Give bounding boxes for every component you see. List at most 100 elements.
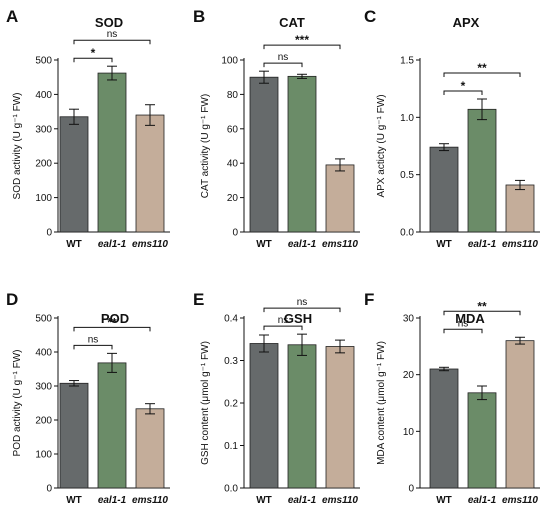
y-axis-label: APX acticty (U g⁻¹ FW) (376, 94, 387, 197)
x-tick-label: eal1-1 (468, 239, 497, 250)
significance-bracket (263, 307, 341, 313)
x-tick-label: WT (256, 495, 272, 506)
significance-label: ns (107, 29, 118, 40)
x-tick-label: WT (66, 239, 82, 250)
y-tick-label: 40 (227, 159, 239, 170)
significance-label: ** (477, 61, 487, 75)
bar-eal1-1 (97, 72, 127, 233)
bar-eal1-1 (287, 75, 317, 233)
significance-label: ns (297, 297, 308, 308)
chart-panel-e: E GSH GSH content (μmol g⁻¹ FW) 0.0 0.1 0.2 0.… (193, 290, 360, 506)
bar-ems110 (325, 346, 355, 489)
chart-title: MDA (455, 311, 485, 326)
significance-bracket (263, 44, 341, 50)
y-tick-label: 0.3 (224, 356, 238, 367)
y-tick-label: 0.4 (224, 314, 238, 325)
significance-bracket (73, 326, 151, 332)
significance-label: ** (107, 315, 117, 329)
y-tick-label: 100 (35, 450, 52, 461)
bar-ems110 (505, 340, 535, 489)
significance-bracket (263, 62, 303, 68)
y-tick-label: 0.2 (224, 399, 238, 410)
x-tick-label: ems110 (132, 495, 168, 506)
y-tick-label: 100 (35, 193, 52, 204)
significance-label: * (91, 46, 96, 60)
y-tick-label: 0.0 (400, 228, 414, 239)
chart-title: POD (101, 311, 129, 326)
y-tick-label: 10 (403, 427, 415, 438)
significance-bracket (443, 310, 521, 316)
y-tick-label: 300 (35, 124, 52, 135)
significance-label: ns (88, 334, 99, 345)
chart-panel-c: C APX APX acticty (U g⁻¹ FW) 0.0 0.5 1.0 1.5 WT… (364, 7, 540, 250)
y-axis-label: MDA content (μmol g⁻¹ FW) (376, 341, 387, 465)
x-tick-label: ems110 (322, 495, 358, 506)
bar-ems110 (135, 114, 165, 233)
bar-WT (249, 343, 279, 489)
significance-bracket (73, 39, 151, 45)
significance-bracket (443, 328, 483, 334)
bar-eal1-1 (97, 362, 127, 489)
bar-eal1-1 (287, 344, 317, 489)
y-tick-label: 80 (227, 90, 239, 101)
bar-eal1-1 (467, 392, 497, 489)
x-tick-label: ems110 (322, 239, 358, 250)
panel-letter: C (364, 7, 376, 26)
y-tick-label: 0 (408, 484, 414, 495)
significance-bracket (443, 72, 521, 77)
panel-letter: B (193, 7, 205, 26)
x-tick-label: eal1-1 (468, 495, 497, 506)
y-tick-label: 0 (232, 228, 238, 239)
y-tick-label: 400 (35, 90, 52, 101)
x-tick-label: eal1-1 (98, 239, 127, 250)
bar-WT (429, 368, 459, 489)
y-tick-label: 0 (46, 228, 52, 239)
significance-bracket (443, 90, 483, 95)
y-axis-label: CAT activity (U g⁻¹ FW) (200, 94, 211, 198)
chart-panel-d: D POD POD activity (U g⁻¹ FW) 0 100 200 300 400… (6, 290, 170, 506)
x-tick-label: WT (436, 495, 452, 506)
x-tick-label: WT (436, 239, 452, 250)
bar-WT (59, 382, 89, 489)
y-tick-label: 200 (35, 416, 52, 427)
chart-title: GSH (284, 311, 312, 326)
bar-ems110 (325, 164, 355, 233)
y-tick-label: 100 (221, 56, 238, 67)
panel-letter: E (193, 290, 204, 309)
y-tick-label: 0.0 (224, 484, 238, 495)
y-tick-label: 0.5 (400, 170, 414, 181)
x-tick-label: ems110 (502, 239, 538, 250)
chart-title: APX (453, 15, 480, 30)
y-tick-label: 300 (35, 382, 52, 393)
significance-label: ns (458, 318, 469, 329)
bar-WT (249, 76, 279, 233)
x-tick-label: ems110 (132, 239, 168, 250)
significance-bracket (73, 57, 113, 63)
x-tick-label: eal1-1 (288, 239, 317, 250)
y-axis-label: SOD activity (U g⁻¹ FW) (12, 93, 23, 200)
chart-title: SOD (95, 15, 123, 30)
significance-bracket (73, 344, 113, 350)
bar-ems110 (505, 184, 535, 233)
y-axis-label: GSH content (μmol g⁻¹ FW) (200, 341, 211, 465)
chart-title: CAT (279, 15, 305, 30)
x-tick-label: WT (256, 239, 272, 250)
chart-panel-f: F MDA MDA content (μmol g⁻¹ FW) 0 10 20 30 WT ea… (364, 290, 540, 506)
y-axis-label: POD activity (U g⁻¹ FW) (12, 350, 23, 457)
y-tick-label: 0.1 (224, 441, 238, 452)
significance-bracket (263, 325, 303, 331)
y-tick-label: 1.5 (400, 56, 414, 67)
y-tick-label: 500 (35, 314, 52, 325)
panel-letter: D (6, 290, 18, 309)
chart-panel-a: A SOD SOD activity (U g⁻¹ FW) 0 100 200 300 400… (6, 7, 170, 250)
bar-ems110 (135, 408, 165, 489)
panel-letter: A (6, 7, 18, 26)
significance-label: * (461, 79, 466, 93)
panel-letter: F (364, 290, 374, 309)
bar-WT (429, 146, 459, 233)
y-tick-label: 200 (35, 159, 52, 170)
x-tick-label: eal1-1 (98, 495, 127, 506)
y-tick-label: 20 (403, 370, 415, 381)
chart-panel-b: B CAT CAT activity (U g⁻¹ FW) 0 20 40 60 80 100 W… (193, 7, 360, 250)
